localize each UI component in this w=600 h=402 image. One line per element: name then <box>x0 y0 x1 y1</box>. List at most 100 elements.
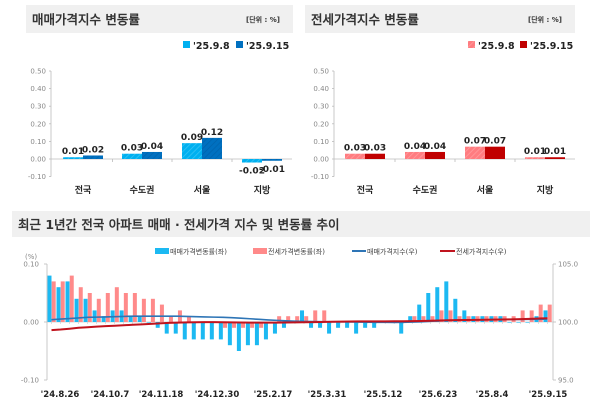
data-label: 0.01 <box>62 147 84 157</box>
jeonse-change-bar <box>322 310 327 322</box>
sale-change-bar <box>182 322 187 340</box>
jeonse-change-bar <box>439 310 444 322</box>
legend-swatch-jeonse-bar <box>253 248 267 254</box>
sale-change-bar <box>525 322 530 323</box>
y-tick-label: 0.10 <box>313 138 329 146</box>
category-label: 전국 <box>75 184 92 196</box>
y-tick-label: 0.00 <box>313 156 329 164</box>
right-tick-label: 100.0 <box>558 319 578 327</box>
category-label: 지방 <box>254 184 271 196</box>
sale-change-bar <box>435 287 440 322</box>
jeonse-change-bar <box>304 316 309 322</box>
sale-change-bar <box>309 322 314 328</box>
bar-지방-1 <box>545 157 565 159</box>
jeonse-change-bar <box>520 310 525 322</box>
jeonse-change-bar <box>313 310 318 322</box>
sale-change-bar <box>191 322 196 340</box>
legend-label-sale-line: 매매가격지수(우) <box>367 247 418 256</box>
sale-change-bar <box>164 322 169 334</box>
sale-change-bar <box>336 322 341 328</box>
jeonse-change-bar <box>412 316 417 322</box>
right-tick-label: 105.0 <box>558 261 578 269</box>
category-label: 수도권 <box>413 184 438 196</box>
legend-label-curr: '25.9.15 <box>246 41 289 52</box>
panel-title: 전세가격지수 변동률 <box>311 12 419 27</box>
sale-change-bar <box>236 322 241 351</box>
jeonse-change-bar <box>232 322 237 328</box>
jeonse-change-bar <box>96 298 101 322</box>
sale-change-bar <box>200 322 205 340</box>
bar-서울-0 <box>182 143 202 159</box>
sale-change-bar <box>417 304 422 322</box>
sale-change-panel: 매매가격지수 변동률 [단위 : %] '25.9.8 '25.9.15 0.5… <box>26 5 293 196</box>
sale-change-bar <box>65 281 70 322</box>
sale-change-bar <box>74 298 79 322</box>
jeonse-change-bar <box>457 316 462 322</box>
jeonse-change-bar <box>78 287 83 322</box>
jeonse-change-bar <box>132 293 137 322</box>
sale-change-bar <box>300 310 305 322</box>
x-tick-label: '25.5.12 <box>364 390 403 400</box>
x-tick-label: '25.3.31 <box>308 390 347 400</box>
data-label: 0.04 <box>404 142 426 152</box>
bar-지방-0 <box>242 159 262 163</box>
bar-수도권-0 <box>405 151 425 159</box>
y-tick-label: 0.30 <box>313 103 329 111</box>
bar-서울-1 <box>202 137 222 159</box>
data-label: 0.01 <box>524 147 546 157</box>
jeonse-change-bar <box>60 281 65 322</box>
jeonse-index-line <box>51 317 548 332</box>
legend-swatch-prev <box>183 41 190 48</box>
x-tick-label: '24.11.18 <box>139 390 184 400</box>
legend-swatch-sale-bar <box>155 248 169 254</box>
legend-label-prev: '25.9.8 <box>193 41 230 52</box>
data-label: 0.12 <box>201 128 223 138</box>
data-label: 0.03 <box>121 144 143 154</box>
bar-서울-1 <box>485 146 505 159</box>
jeonse-change-bar <box>105 293 110 322</box>
data-label: 0.03 <box>364 144 386 154</box>
jeonse-change-bar <box>186 316 191 322</box>
y-tick-label: 0.20 <box>313 120 329 128</box>
right-tick-label: 95.0 <box>558 377 574 385</box>
x-tick-label: '24.10.7 <box>91 390 130 400</box>
x-tick-label: '25.9.15 <box>529 390 568 400</box>
sale-change-bar <box>516 322 521 323</box>
jeonse-change-bar <box>159 304 164 322</box>
bar-서울-0 <box>465 146 485 159</box>
legend-swatch-curr <box>236 41 243 48</box>
sale-change-bar <box>56 287 61 322</box>
category-label: 전국 <box>357 184 374 196</box>
y-tick-label: -0.10 <box>311 173 329 181</box>
sale-change-bar <box>92 310 97 322</box>
x-tick-label: '24.12.30 <box>195 390 240 400</box>
sale-change-bar <box>128 316 133 322</box>
unit-label: [단위 : %] <box>528 15 562 24</box>
legend-label-jeonse-line: 전세가격지수(우) <box>456 247 507 256</box>
jeonse-change-bar <box>547 304 552 322</box>
sale-change-bar <box>209 322 214 340</box>
y-tick-label: 0.20 <box>30 120 46 128</box>
bar-수도권-1 <box>142 151 162 159</box>
jeonse-change-bar <box>259 322 264 328</box>
data-label: 0.02 <box>82 145 104 155</box>
jeonse-change-bar <box>123 293 128 322</box>
sale-change-bar <box>263 322 268 340</box>
sale-change-bar <box>462 310 467 322</box>
legend-label-curr: '25.9.15 <box>530 41 573 52</box>
jeonse-change-bar <box>421 316 426 322</box>
left-axis-unit: (%) <box>25 253 37 261</box>
sale-change-bar <box>254 322 259 346</box>
data-label: 0.04 <box>141 142 163 152</box>
title-bar <box>305 5 575 33</box>
y-tick-label: 0.30 <box>30 103 46 111</box>
x-tick-label: '24.8.26 <box>41 390 80 400</box>
x-tick-label: '25.6.23 <box>419 390 458 400</box>
legend-label-prev: '25.9.8 <box>478 41 515 52</box>
jeonse-change-bar <box>241 322 246 328</box>
sale-change-bar <box>453 298 458 322</box>
legend-swatch-curr <box>520 41 527 48</box>
bar-전국-1 <box>83 155 103 159</box>
sale-change-bar <box>408 316 413 322</box>
